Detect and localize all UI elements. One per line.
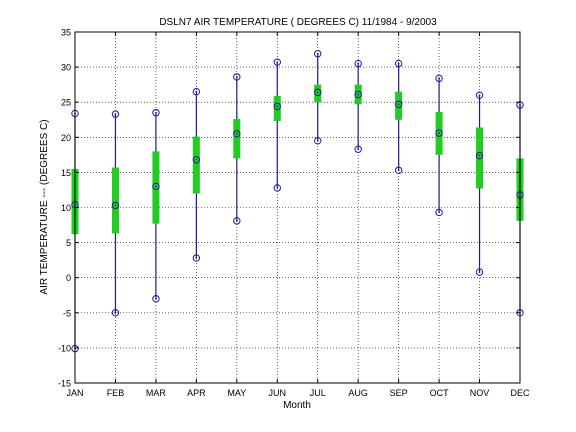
x-tick-label: FEB [107,388,125,398]
median-marker-dot-apr [195,158,198,161]
median-marker-oct [435,129,443,137]
y-tick-label: -10 [58,343,71,353]
y-tick-label: 35 [61,28,71,38]
median-marker-dot-feb [114,204,117,207]
x-axis-label: Month [283,400,311,411]
min-marker-dot-sep [397,169,400,172]
max-marker-jun [273,58,281,66]
max-marker-feb [111,110,120,118]
y-tick-label: 5 [66,238,71,248]
max-marker-dot-jun [276,61,279,64]
max-marker-dot-may [235,76,238,78]
max-marker-aug [354,59,362,68]
max-marker-jul [314,50,322,58]
median-marker-jun [273,102,281,111]
median-marker-feb [111,201,120,210]
y-tick-label: 0 [66,273,71,283]
chart-title: DSLN7 AIR TEMPERATURE ( DEGREES C) 11/19… [159,17,437,28]
max-marker-dot-aug [357,62,360,65]
x-tick-label: NOV [470,388,490,398]
x-tick-label: JUN [269,388,287,398]
median-marker-dot-nov [478,154,481,157]
max-marker-apr [192,87,201,96]
axis-ticks: -15 -10 -5 0 5 10 15 20 25 30 35 JAN FEB MAR APR MAY JUN… [58,28,530,399]
x-tick-label: AUG [348,388,368,398]
iqr-box-apr [192,136,200,194]
x-tick-label: JAN [66,388,83,398]
min-marker-dot-may [235,219,238,222]
iqr-box-jun [273,95,281,122]
min-marker-jun [273,184,281,192]
y-tick-label: 10 [61,203,71,213]
min-marker-apr [192,254,201,262]
min-marker-may [233,217,241,225]
median-marker-dot-may [235,132,238,135]
iqr-box-jul [314,84,322,103]
y-tick-label: -5 [63,308,71,318]
median-marker-apr [192,156,201,164]
min-marker-oct [435,208,443,217]
max-marker-may [233,73,241,81]
max-marker-mar [152,109,160,117]
max-marker-dot-jul [316,52,319,55]
min-marker-dot-aug [357,148,360,151]
median-marker-nov [475,151,484,160]
min-marker-dot-oct [438,211,440,214]
y-tick-label: 25 [61,98,71,108]
iqr-box-mar [152,151,160,224]
median-marker-may [233,130,241,138]
x-tick-label: DEC [510,388,530,398]
y-tick-label: 20 [61,133,71,143]
min-marker-dot-jul [316,139,319,142]
max-marker-dot-sep [397,62,400,65]
x-tick-label: MAR [146,388,167,398]
iqr-box-sep [395,91,403,120]
x-tick-label: APR [187,388,206,398]
median-marker-dot-jul [316,91,319,94]
iqr-box-feb [111,167,119,234]
min-marker-nov [475,268,484,276]
y-tick-label: 30 [61,63,71,73]
iqr-box-nov [476,127,484,189]
min-marker-dot-nov [478,271,481,273]
max-marker-nov [475,91,484,99]
median-marker-dot-jun [276,105,279,108]
min-marker-mar [152,295,160,303]
x-tick-label: MAY [227,388,246,398]
max-marker-dot-apr [195,90,198,93]
median-marker-dot-sep [397,103,400,106]
y-tick-label: -15 [58,379,71,389]
median-marker-sep [394,100,403,109]
y-axis-label: AIR TEMPERATURE --- (DEGREES C) [39,119,50,294]
min-marker-dot-apr [195,257,198,259]
x-tick-label: JUL [310,388,326,398]
min-marker-dot-mar [155,297,157,300]
iqr-box-may [233,119,241,159]
min-marker-feb [111,309,120,317]
median-marker-jul [314,88,322,97]
x-tick-label: OCT [430,388,450,398]
median-marker-dot-mar [155,185,157,188]
min-marker-jul [314,137,322,145]
max-marker-dot-mar [155,111,157,114]
min-marker-dot-feb [114,311,117,314]
max-marker-dot-feb [114,113,117,116]
median-marker-dot-aug [357,93,360,96]
max-marker-dot-nov [478,94,481,97]
min-marker-sep [394,166,403,174]
max-marker-dot-oct [438,77,440,80]
max-marker-sep [394,59,403,68]
max-marker-oct [435,74,443,83]
min-marker-dot-jun [276,186,279,189]
y-tick-label: 15 [61,168,71,178]
min-marker-aug [354,145,362,153]
median-marker-aug [354,90,362,99]
median-marker-mar [152,182,160,191]
x-tick-label: SEP [390,388,408,398]
median-marker-dot-oct [438,132,440,134]
